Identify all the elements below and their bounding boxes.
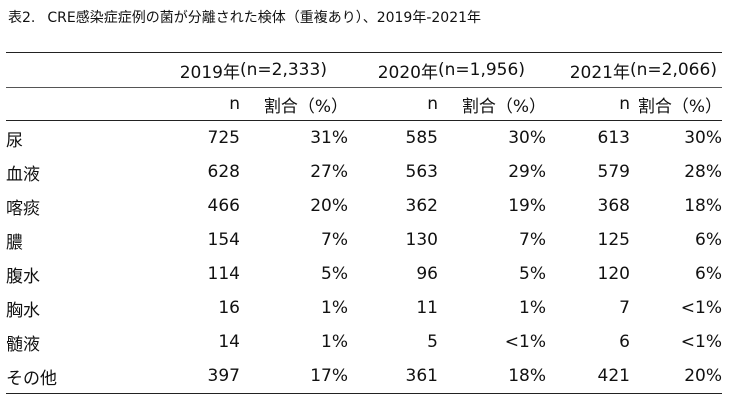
count-cell: 563 — [405, 162, 438, 182]
count-cell: 368 — [597, 196, 630, 216]
percent-cell: 29% — [508, 162, 546, 182]
table-row: 腹水 114 5% 96 5% 120 6% — [6, 257, 722, 291]
count-cell: 114 — [207, 264, 240, 284]
percent-cell: 6% — [695, 230, 722, 250]
count-cell: 96 — [416, 264, 438, 284]
percent-cell: 20% — [630, 359, 722, 394]
count-cell: 16 — [218, 298, 240, 318]
count-cell: 361 — [348, 359, 438, 394]
specimen-label: 胸水 — [6, 300, 40, 321]
specimen-label: 尿 — [6, 130, 23, 151]
percent-cell: 5% — [321, 264, 348, 284]
corner-cell — [6, 52, 146, 88]
count-cell: 154 — [207, 230, 240, 250]
count-cell: 120 — [597, 264, 630, 284]
subheader-pct: 割合（%） — [630, 87, 722, 121]
percent-cell: <1% — [504, 332, 546, 352]
percent-cell: 18% — [684, 196, 722, 216]
count-cell: 628 — [207, 162, 240, 182]
specimen-label: 腹水 — [6, 266, 40, 287]
year-2019-total: (n=2,333) — [240, 52, 348, 88]
year-2019-header: 2019年 — [146, 52, 240, 88]
count-cell: 585 — [405, 128, 438, 148]
table-row: 膿 154 7% 130 7% 125 6% — [6, 223, 722, 257]
percent-cell: 18% — [438, 359, 546, 394]
specimen-table: 2019年 (n=2,333) 2020年 (n=1,956) 2021年 (n… — [6, 52, 722, 394]
count-cell: 6 — [619, 332, 630, 352]
count-cell: 11 — [416, 298, 438, 318]
percent-cell: 19% — [508, 196, 546, 216]
percent-cell: 6% — [695, 264, 722, 284]
percent-cell: 7% — [519, 230, 546, 250]
percent-cell: 20% — [310, 196, 348, 216]
count-cell: 125 — [597, 230, 630, 250]
count-cell: 421 — [546, 359, 630, 394]
specimen-label: 血液 — [6, 164, 40, 185]
specimen-label: 喀痰 — [6, 198, 40, 219]
percent-cell: 5% — [519, 264, 546, 284]
count-cell: 466 — [207, 196, 240, 216]
subheader-blank — [6, 87, 146, 121]
percent-cell: 7% — [321, 230, 348, 250]
count-cell: 14 — [218, 332, 240, 352]
percent-cell: <1% — [680, 332, 722, 352]
table-row: 尿 725 31% 585 30% 613 30% — [6, 121, 722, 156]
table-row: 胸水 16 1% 11 1% 7 <1% — [6, 291, 722, 325]
percent-cell: 1% — [321, 298, 348, 318]
percent-cell: 1% — [321, 332, 348, 352]
count-cell: 5 — [427, 332, 438, 352]
table-title: CRE感染症症例の菌が分離された検体（重複あり）、2019年-2021年 — [47, 10, 482, 26]
subheader-row: n 割合（%） n 割合（%） n 割合（%） — [6, 87, 722, 121]
year-2020-total: (n=1,956) — [438, 52, 546, 88]
percent-cell: 17% — [240, 359, 348, 394]
year-2021-header: 2021年 — [546, 52, 630, 88]
percent-cell: 1% — [519, 298, 546, 318]
specimen-label: 髄液 — [6, 334, 40, 355]
percent-cell: 28% — [684, 162, 722, 182]
percent-cell: 31% — [310, 128, 348, 148]
subheader-pct: 割合（%） — [240, 87, 348, 121]
table-body: 尿 725 31% 585 30% 613 30% 血液 628 27% 563 29% 579 28% 喀… — [6, 121, 722, 394]
percent-cell: 30% — [684, 128, 722, 148]
percent-cell: 27% — [310, 162, 348, 182]
count-cell: 130 — [405, 230, 438, 250]
count-cell: 725 — [207, 128, 240, 148]
table-row: 喀痰 466 20% 362 19% 368 18% — [6, 189, 722, 223]
table-row: 血液 628 27% 563 29% 579 28% — [6, 155, 722, 189]
subheader-pct: 割合（%） — [438, 87, 546, 121]
subheader-n: n — [348, 87, 438, 121]
year-header-row: 2019年 (n=2,333) 2020年 (n=1,956) 2021年 (n… — [6, 52, 722, 88]
count-cell: 579 — [597, 162, 630, 182]
table-number: 表2. — [8, 10, 36, 26]
count-cell: 397 — [146, 359, 240, 394]
specimen-label: その他 — [6, 359, 146, 394]
specimen-label: 膿 — [6, 232, 23, 253]
count-cell: 613 — [597, 128, 630, 148]
table-row: 髄液 14 1% 5 <1% 6 <1% — [6, 325, 722, 359]
year-2020-header: 2020年 — [348, 52, 438, 88]
count-cell: 7 — [619, 298, 630, 318]
table-caption: 表2. CRE感染症症例の菌が分離された検体（重複あり）、2019年-2021年 — [8, 9, 481, 27]
count-cell: 362 — [405, 196, 438, 216]
subheader-n: n — [546, 87, 630, 121]
year-2021-total: (n=2,066) — [630, 52, 722, 88]
percent-cell: 30% — [508, 128, 546, 148]
percent-cell: <1% — [680, 298, 722, 318]
table-row: その他 397 17% 361 18% 421 20% — [6, 359, 722, 394]
subheader-n: n — [146, 87, 240, 121]
